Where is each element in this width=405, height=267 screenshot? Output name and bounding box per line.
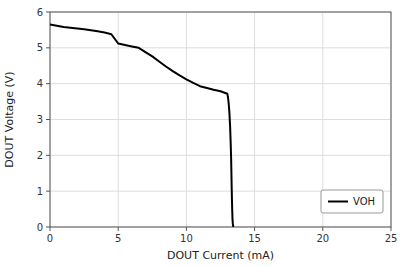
x-tick xyxy=(50,227,51,231)
y-tick-label: 2 xyxy=(37,150,43,161)
y-grid-line xyxy=(50,119,391,120)
y-tick-label: 4 xyxy=(37,78,43,89)
y-tick xyxy=(46,227,50,228)
axes: 0 5 10 15 20 25 0 1 2 3 4 5 6 xyxy=(37,7,398,245)
x-tick-label: 25 xyxy=(385,233,398,244)
x-tick xyxy=(391,227,392,231)
x-tick xyxy=(254,227,255,231)
x-tick-label: 5 xyxy=(115,233,121,244)
y-tick-label: 0 xyxy=(37,222,43,233)
chart: 0 5 10 15 20 25 0 1 2 3 4 5 6 DOUT Current (mA) DOUT V… xyxy=(0,0,405,267)
y-tick xyxy=(46,191,50,192)
legend: VOH xyxy=(321,190,383,213)
x-tick-label: 10 xyxy=(180,233,193,244)
x-axis-label: DOUT Current (mA) xyxy=(167,249,274,262)
x-tick-label: 20 xyxy=(316,233,329,244)
plot-frame xyxy=(50,12,391,227)
y-tick xyxy=(46,47,50,48)
y-grid-line xyxy=(50,83,391,84)
y-tick xyxy=(46,155,50,156)
legend-label: VOH xyxy=(353,196,375,207)
y-grid-line xyxy=(50,47,391,48)
y-axis-label: DOUT Voltage (V) xyxy=(3,71,16,167)
legend-box xyxy=(321,190,383,213)
y-grid-line xyxy=(50,155,391,156)
y-tick-label: 1 xyxy=(37,186,43,197)
y-tick xyxy=(46,83,50,84)
y-tick-label: 3 xyxy=(37,114,43,125)
y-tick xyxy=(46,12,50,13)
x-tick-label: 15 xyxy=(248,233,261,244)
y-tick-label: 5 xyxy=(37,42,43,53)
x-tick xyxy=(322,227,323,231)
x-tick-label: 0 xyxy=(47,233,53,244)
legend-swatch xyxy=(328,201,348,203)
data xyxy=(50,25,234,227)
y-tick-label: 6 xyxy=(37,7,43,18)
y-tick xyxy=(46,119,50,120)
x-tick xyxy=(118,227,119,231)
grid xyxy=(50,12,391,227)
x-tick xyxy=(186,227,187,231)
line xyxy=(50,25,234,227)
